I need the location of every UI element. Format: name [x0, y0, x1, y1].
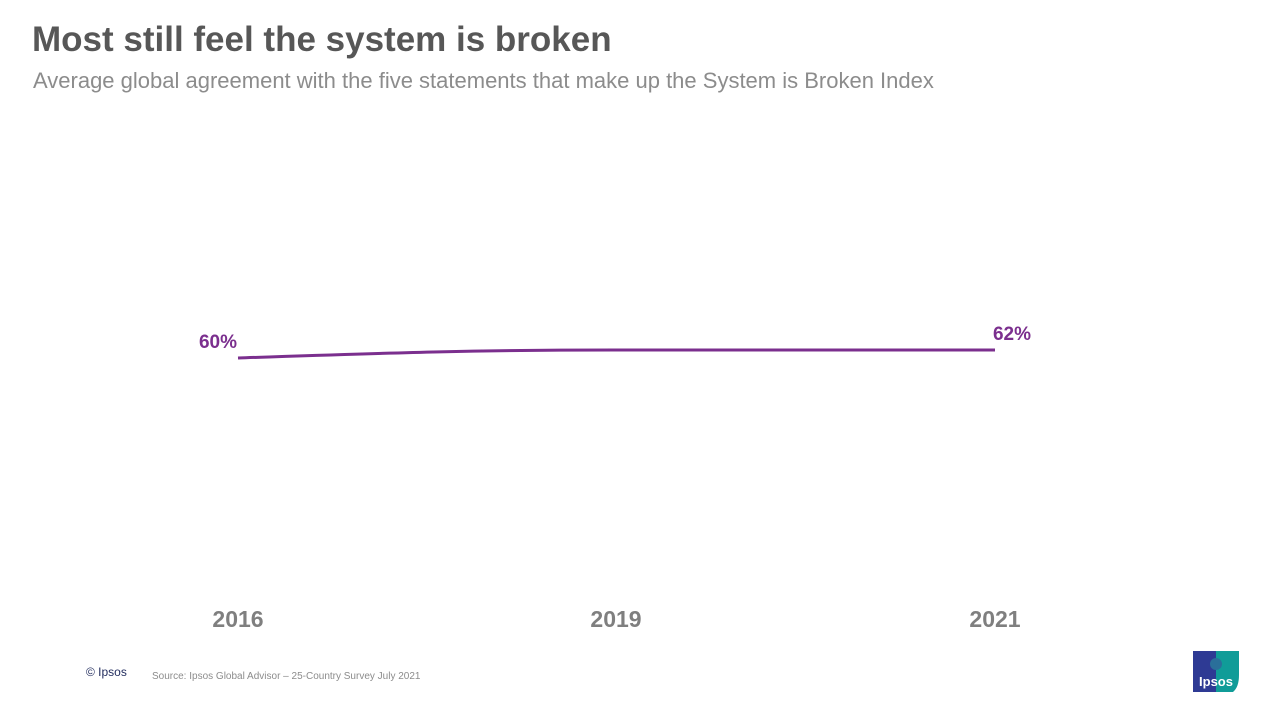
x-tick-label: 2019: [590, 606, 641, 632]
svg-text:Ipsos: Ipsos: [1199, 674, 1233, 689]
data-label: 62%: [993, 324, 1031, 345]
ipsos-logo: Ipsos: [1193, 651, 1239, 692]
x-tick-label: 2021: [969, 606, 1020, 632]
chart-title: Most still feel the system is broken: [32, 20, 612, 59]
chart-subtitle: Average global agreement with the five s…: [33, 68, 934, 93]
x-tick-label: 2016: [212, 606, 263, 632]
series-line: [237, 348, 995, 360]
copyright: © Ipsos: [86, 665, 127, 679]
source-note: Source: Ipsos Global Advisor – 25-Countr…: [152, 671, 421, 682]
data-label: 60%: [199, 332, 237, 353]
